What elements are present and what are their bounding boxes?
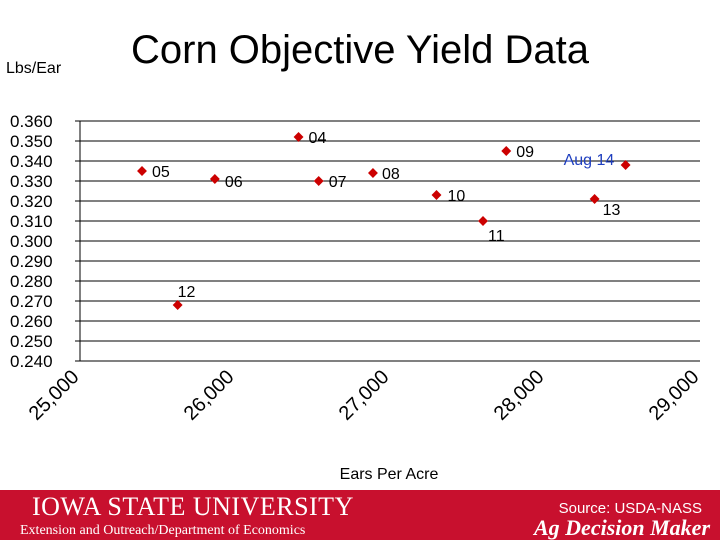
department-text: Extension and Outreach/Department of Eco… [20, 523, 306, 538]
y-tick-label: 0.340 [10, 152, 53, 171]
x-tick-label: 26,000 [180, 366, 239, 425]
data-label: 07 [329, 174, 347, 191]
data-label: 09 [516, 144, 534, 161]
y-tick-label: 0.240 [10, 352, 53, 371]
y-tick-label: 0.280 [10, 272, 53, 291]
brand-logo-text: Ag Decision Maker [534, 515, 710, 540]
data-point [431, 190, 442, 200]
y-tick-label: 0.270 [10, 292, 53, 311]
x-tick-label: 27,000 [335, 366, 394, 425]
data-point [209, 174, 220, 184]
x-tick-label: 29,000 [645, 366, 704, 425]
data-label: 05 [152, 164, 170, 181]
data-point [137, 166, 147, 176]
y-tick-label: 0.290 [10, 252, 53, 271]
data-label: 04 [309, 130, 327, 147]
data-label: 10 [448, 188, 466, 205]
y-tick-label: 0.310 [10, 212, 53, 231]
data-point [313, 176, 324, 186]
data-point [172, 300, 183, 310]
data-point [620, 160, 631, 170]
y-tick-label: 0.250 [10, 332, 53, 351]
data-label: 06 [225, 174, 243, 191]
data-label: 12 [178, 284, 196, 301]
y-tick-label: 0.260 [10, 312, 53, 331]
university-wordmark: IOWA STATE UNIVERSITY [32, 492, 354, 521]
x-tick-label: 25,000 [25, 366, 84, 425]
data-point [293, 132, 304, 142]
y-tick-label: 0.330 [10, 172, 53, 191]
y-tick-label: 0.320 [10, 192, 53, 211]
data-point [368, 168, 378, 178]
y-tick-label: 0.300 [10, 232, 53, 251]
data-label: Aug 14 [564, 152, 615, 169]
source-note: Source: USDA-NASS [558, 500, 702, 517]
x-axis-title: Ears Per Acre [340, 466, 439, 483]
data-label: 13 [603, 202, 621, 219]
footer-banner: IOWA STATE UNIVERSITY Extension and Outr… [0, 490, 720, 540]
data-point [501, 146, 512, 156]
y-tick-label: 0.350 [10, 132, 53, 151]
x-tick-label: 28,000 [490, 366, 549, 425]
data-label: 11 [488, 228, 505, 245]
y-tick-label: 0.360 [10, 112, 53, 131]
data-point [478, 216, 488, 226]
y-axis-label: Lbs/Ear [6, 60, 62, 77]
data-point [589, 194, 600, 204]
data-label: 08 [382, 166, 400, 183]
chart-title: Corn Objective Yield Data [130, 28, 589, 72]
scatter-chart: 0.3600.3500.3400.3300.3200.3100.3000.290… [10, 112, 704, 483]
